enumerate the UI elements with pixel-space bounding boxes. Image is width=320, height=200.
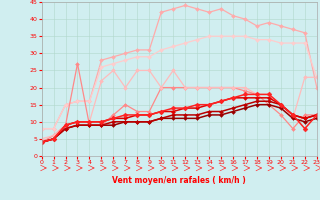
X-axis label: Vent moyen/en rafales ( km/h ): Vent moyen/en rafales ( km/h ): [112, 176, 246, 185]
